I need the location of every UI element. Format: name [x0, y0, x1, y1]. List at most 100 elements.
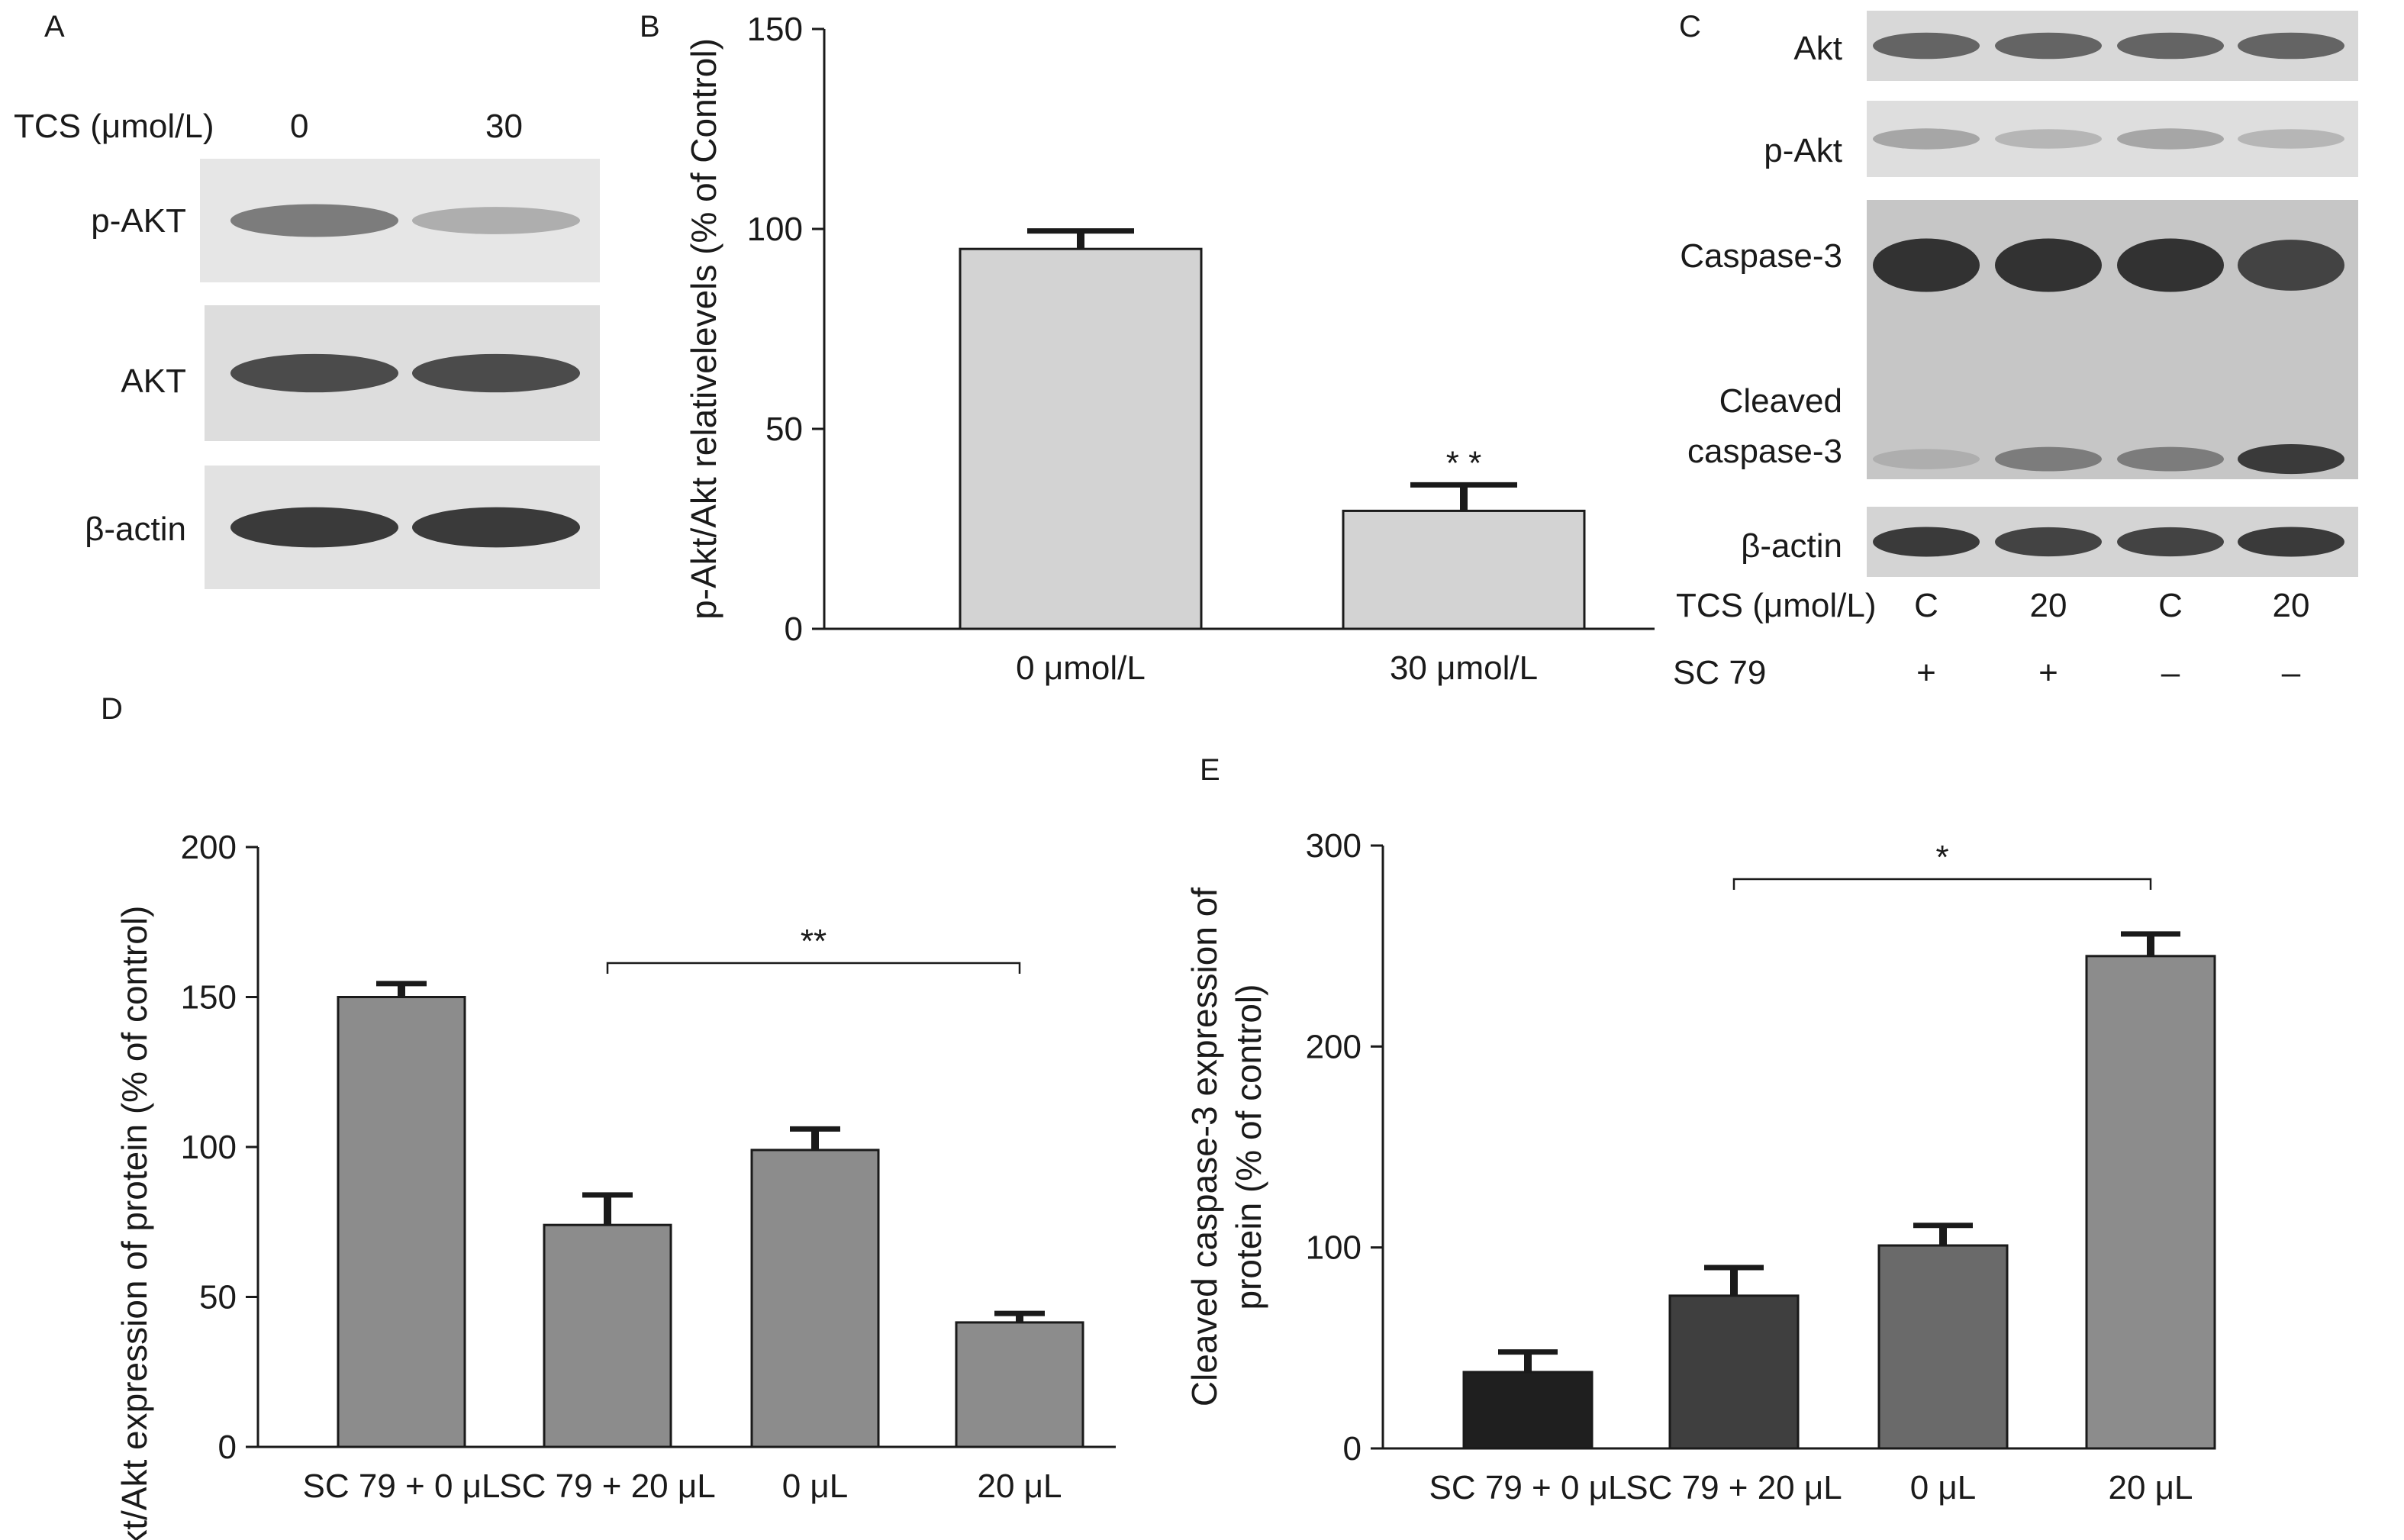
panel-e-bar-chart: 0 100 200 300 Cleaved caspase-3 expression o… [1184, 827, 2216, 1506]
panel-c-sc79-value-4: – [2282, 654, 2301, 691]
panel-e-x-tick-label-3: 0 μL [1910, 1469, 1977, 1506]
panel-c-blot-cleaved-caspase-3-label-line-1: Cleaved [1719, 382, 1842, 420]
panel-c-blot-p-akt-band-2 [1995, 129, 2102, 149]
panel-c-blot-akt-band-3 [2117, 32, 2224, 60]
panel-d-y-tick-label-0: 0 [218, 1429, 237, 1466]
panel-c-blot-caspase-3-label: Caspase-3 [1680, 237, 1842, 275]
panel-c-sc79-label: SC 79 [1673, 654, 1766, 691]
panel-e-bar-sc-79-0-l [1462, 1371, 1594, 1450]
panel-c-tcs-value-3: C [2158, 587, 2183, 624]
panel-letter-e: E [1200, 753, 1220, 787]
panel-c-blot-actin-band-2 [1995, 527, 2102, 557]
panel-c-blot-p-akt-band-4 [2238, 129, 2344, 149]
panel-c-blot-caspase-3-band-4 [2238, 240, 2344, 291]
panel-letter-c: C [1679, 10, 1701, 43]
panel-b-y-tick-label-1: 50 [765, 411, 803, 448]
panel-c-blot-akt: Akt [1793, 11, 2358, 81]
panel-b-bar-30-mol-l [1342, 509, 1586, 630]
panel-d-y-axis-label: p-Akt/Akt expression of protein (% of co… [114, 906, 154, 1540]
panel-letter-b: B [640, 10, 660, 43]
panel-d-significance-label: ** [801, 923, 827, 960]
panel-e-bar-sc-79-20-l [1668, 1294, 1800, 1450]
panel-a-blot-actin-band-1 [230, 507, 398, 548]
panel-c-blot-akt-band-2 [1995, 32, 2102, 60]
panel-c-tcs-value-2: 20 [2030, 587, 2067, 624]
panel-d-bar-chart: 0 50 100 150 200 p-Akt/Akt expression of prot… [114, 829, 1116, 1540]
panel-c-blot-actin-band-4 [2238, 527, 2344, 557]
panel-c-blot-akt-band-4 [2238, 32, 2344, 60]
panel-c-blot-cleaved-caspase-3-band-2 [1995, 446, 2102, 472]
panel-c-blot-actin: β-actin [1741, 507, 2358, 577]
panel-d-bar-sc-79-20-l [543, 1223, 672, 1448]
panel-d-y-tick-label-3: 150 [181, 979, 237, 1016]
panel-c-blot-akt-band-1 [1873, 32, 1980, 60]
panel-c-blot-p-akt: p-Akt [1764, 101, 2358, 177]
panel-a-blot-akt-label: AKT [121, 362, 186, 400]
panel-d-bar-sc-79-0-l [337, 996, 466, 1448]
panel-a-blot-p-akt-band-1 [230, 204, 398, 237]
panel-e-y-tick-label-1: 100 [1306, 1229, 1362, 1267]
panel-e-x-tick-label-1: SC 79 + 0 μL [1429, 1469, 1627, 1506]
panel-c-blot-cleaved-caspase-3-band-4 [2238, 444, 2344, 475]
panel-c-sc79-value-2: + [2038, 654, 2058, 691]
panel-a-tcs-label: TCS (μmol/L) [14, 108, 214, 145]
panel-e-y-axis-label-line-2: protein (% of control) [1229, 984, 1268, 1310]
panel-e-y-tick-label-2: 200 [1306, 1028, 1362, 1065]
panel-b-y-tick-label-2: 100 [747, 211, 803, 248]
panel-c-blot-actin-label: β-actin [1741, 527, 1842, 565]
panel-c-sc79-value-3: – [2161, 654, 2180, 691]
panel-c-blot-p-akt-band-1 [1873, 128, 1980, 150]
panel-b-x-tick-label-1: 0 μmol/L [1016, 649, 1146, 687]
panel-e-significance-label: * [1935, 839, 1948, 876]
panel-a-dose-0: 0 [290, 108, 308, 145]
panel-e-bar-20-l [2085, 955, 2216, 1450]
panel-b-y-tick-label-0: 0 [785, 611, 803, 648]
panel-c-tcs-label: TCS (μmol/L) [1676, 587, 1876, 624]
panel-c-blot-cleaved-caspase-3: Cleaved caspase-3 [1687, 345, 2358, 479]
panel-c-blot-actin-band-1 [1873, 527, 1980, 557]
panel-c-blot-caspase-3-band-2 [1995, 238, 2102, 292]
panel-c-blot-caspase-3-band-1 [1873, 238, 1980, 292]
panel-letter-d: D [101, 692, 123, 726]
panel-b-bar-0-mol-l [959, 247, 1203, 630]
panel-a-blot-akt-band-2 [412, 353, 580, 393]
panel-a-blot-akt: AKT [121, 305, 600, 441]
panel-a-blot-actin: β-actin [85, 466, 600, 589]
panel-d-y-tick-label-4: 200 [181, 829, 237, 866]
panel-c-tcs-value-1: C [1914, 587, 1938, 624]
panel-a-blot-akt-band-1 [230, 353, 398, 393]
panel-c-blot-cleaved-caspase-3-band-3 [2117, 446, 2224, 472]
panel-d-significance-bracket [606, 962, 1021, 974]
panel-b-y-axis-label: p-Akt/Akt relativelevels (% of Control) [684, 38, 723, 620]
panel-e-bar-0-l [1877, 1244, 2009, 1450]
panel-e-x-tick-label-4: 20 μL [2109, 1469, 2193, 1506]
panel-c-blot-actin-band-3 [2117, 527, 2224, 557]
panel-b-x-tick-label-2: 30 μmol/L [1390, 649, 1538, 687]
panel-d-x-tick-label-3: 0 μL [782, 1468, 849, 1505]
panel-c-tcs-value-4: 20 [2273, 587, 2310, 624]
panel-c-blot-cleaved-caspase-3-band-1 [1873, 449, 1980, 469]
panel-d-bar-0-l [750, 1149, 880, 1448]
panel-d-y-tick-label-2: 100 [181, 1129, 237, 1166]
panel-c-blot-cleaved-caspase-3-label-line-2: caspase-3 [1687, 433, 1842, 470]
panel-e-y-tick-label-0: 0 [1343, 1430, 1362, 1468]
panel-c-blot-caspase-3-band-3 [2117, 238, 2224, 292]
panel-e-y-axis-label-line-1: Cleaved caspase-3 expression of [1184, 888, 1224, 1406]
panel-a-blot-actin-label: β-actin [85, 511, 186, 548]
panel-e-y-tick-label-3: 300 [1306, 827, 1362, 865]
panel-d-x-tick-label-4: 20 μL [978, 1468, 1062, 1505]
panel-e-x-tick-label-2: SC 79 + 20 μL [1626, 1469, 1842, 1506]
panel-a-dose-30: 30 [485, 108, 523, 145]
panel-a-western-blot: TCS (μmol/L) 0 30 p-AKT AKT β-actin [14, 108, 600, 589]
panel-e-significance-bracket [1732, 878, 2152, 890]
panel-a-blot-p-akt: p-AKT [91, 159, 600, 282]
panel-d-y-tick-label-1: 50 [199, 1279, 237, 1316]
panel-d-x-tick-label-2: SC 79 + 20 μL [499, 1468, 715, 1505]
panel-b-y-tick-label-3: 150 [747, 11, 803, 48]
panel-b-bar-chart: 0 50 100 150 p-Akt/Akt relativelevels (% of … [684, 11, 1655, 687]
panel-d-x-tick-label-1: SC 79 + 0 μL [303, 1468, 501, 1505]
panel-d-bar-20-l [955, 1321, 1084, 1448]
panel-c-sc79-value-1: + [1916, 654, 1936, 691]
panel-a-blot-actin-band-2 [412, 507, 580, 548]
